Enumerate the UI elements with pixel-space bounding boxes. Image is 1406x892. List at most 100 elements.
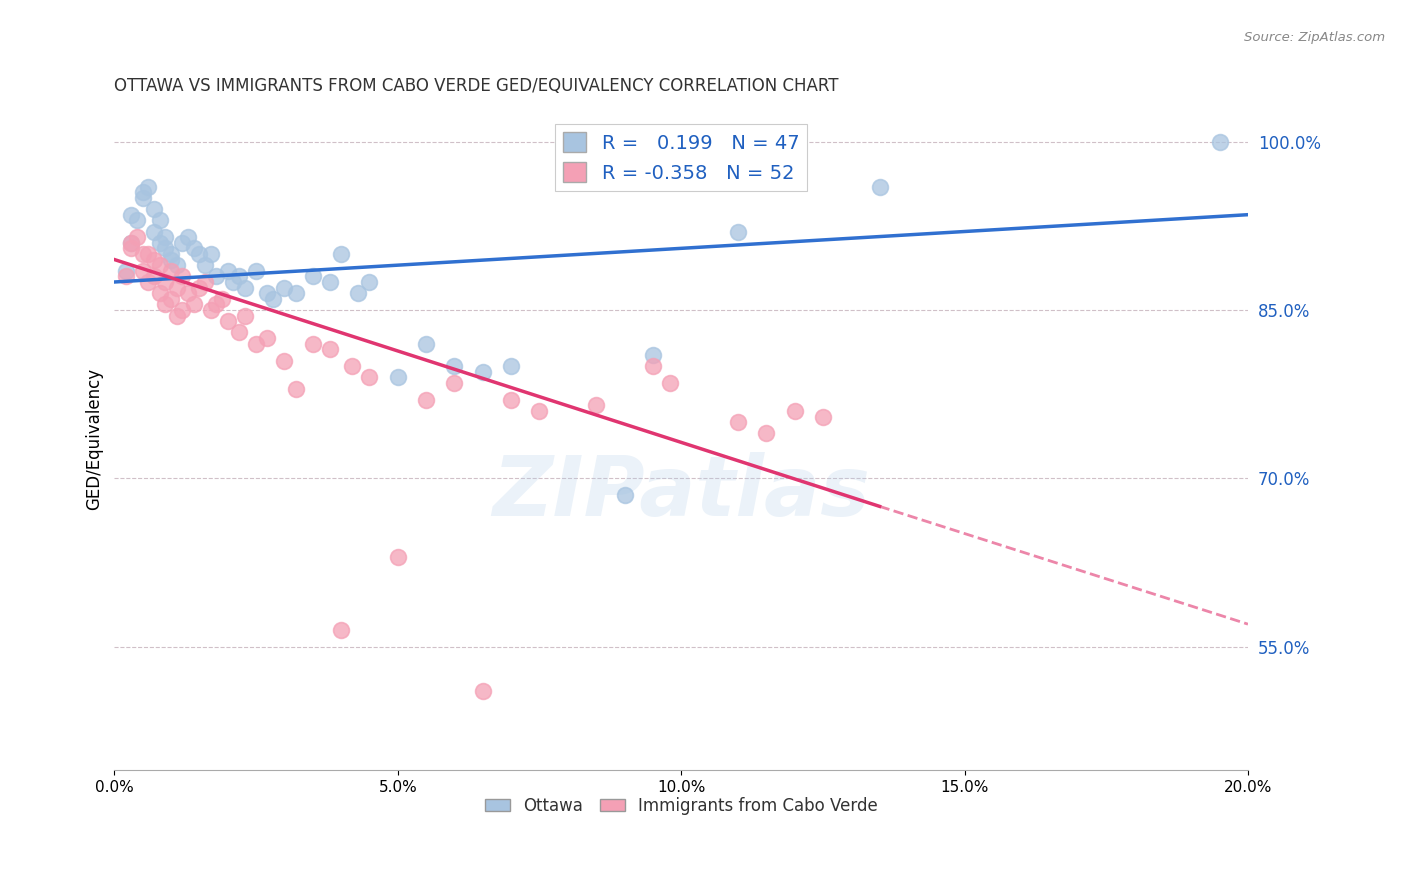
Point	[211, 292, 233, 306]
Point	[273, 280, 295, 294]
Point	[172, 303, 194, 318]
Point	[200, 303, 222, 318]
Point	[233, 280, 256, 294]
Point	[120, 208, 142, 222]
Point	[613, 488, 636, 502]
Point	[869, 179, 891, 194]
Point	[273, 353, 295, 368]
Point	[585, 398, 607, 412]
Point	[166, 258, 188, 272]
Point	[183, 297, 205, 311]
Point	[256, 286, 278, 301]
Point	[641, 359, 664, 373]
Point	[132, 247, 155, 261]
Point	[149, 235, 172, 250]
Point	[245, 336, 267, 351]
Point	[194, 275, 217, 289]
Point	[755, 426, 778, 441]
Point	[228, 269, 250, 284]
Point	[301, 336, 323, 351]
Point	[155, 230, 177, 244]
Point	[415, 392, 437, 407]
Point	[256, 331, 278, 345]
Point	[132, 186, 155, 200]
Point	[471, 684, 494, 698]
Point	[1208, 135, 1230, 149]
Point	[132, 191, 155, 205]
Point	[359, 275, 381, 289]
Point	[347, 286, 370, 301]
Point	[114, 269, 136, 284]
Point	[143, 252, 166, 267]
Text: Source: ZipAtlas.com: Source: ZipAtlas.com	[1244, 31, 1385, 45]
Point	[149, 258, 172, 272]
Point	[443, 359, 465, 373]
Point	[415, 336, 437, 351]
Point	[194, 258, 217, 272]
Point	[166, 280, 188, 294]
Point	[359, 370, 381, 384]
Point	[132, 264, 155, 278]
Point	[443, 376, 465, 390]
Point	[387, 549, 409, 564]
Point	[120, 235, 142, 250]
Point	[205, 269, 228, 284]
Point	[155, 297, 177, 311]
Point	[160, 264, 183, 278]
Point	[149, 213, 172, 227]
Point	[658, 376, 681, 390]
Point	[155, 275, 177, 289]
Point	[501, 359, 523, 373]
Point	[166, 309, 188, 323]
Point	[114, 264, 136, 278]
Point	[120, 241, 142, 255]
Point	[319, 343, 342, 357]
Point	[125, 213, 148, 227]
Point	[125, 230, 148, 244]
Point	[120, 235, 142, 250]
Point	[301, 269, 323, 284]
Point	[160, 252, 183, 267]
Point	[200, 247, 222, 261]
Point	[783, 404, 806, 418]
Point	[262, 292, 284, 306]
Point	[471, 365, 494, 379]
Point	[172, 235, 194, 250]
Point	[155, 241, 177, 255]
Point	[177, 230, 200, 244]
Point	[727, 415, 749, 429]
Point	[160, 247, 183, 261]
Point	[284, 382, 307, 396]
Point	[319, 275, 342, 289]
Point	[342, 359, 364, 373]
Point	[138, 247, 160, 261]
Point	[245, 264, 267, 278]
Point	[183, 241, 205, 255]
Point	[177, 286, 200, 301]
Point	[529, 404, 551, 418]
Point	[727, 225, 749, 239]
Point	[188, 247, 211, 261]
Point	[330, 623, 353, 637]
Point	[143, 202, 166, 216]
Point	[217, 314, 239, 328]
Point	[387, 370, 409, 384]
Point	[330, 247, 353, 261]
Point	[205, 297, 228, 311]
Text: OTTAWA VS IMMIGRANTS FROM CABO VERDE GED/EQUIVALENCY CORRELATION CHART: OTTAWA VS IMMIGRANTS FROM CABO VERDE GED…	[114, 78, 839, 95]
Point	[143, 225, 166, 239]
Point	[160, 292, 183, 306]
Point	[222, 275, 245, 289]
Point	[149, 286, 172, 301]
Point	[501, 392, 523, 407]
Text: ZIPatlas: ZIPatlas	[492, 451, 870, 533]
Point	[138, 179, 160, 194]
Point	[143, 269, 166, 284]
Y-axis label: GED/Equivalency: GED/Equivalency	[86, 368, 103, 510]
Point	[233, 309, 256, 323]
Point	[641, 348, 664, 362]
Point	[138, 275, 160, 289]
Point	[188, 280, 211, 294]
Point	[284, 286, 307, 301]
Point	[228, 326, 250, 340]
